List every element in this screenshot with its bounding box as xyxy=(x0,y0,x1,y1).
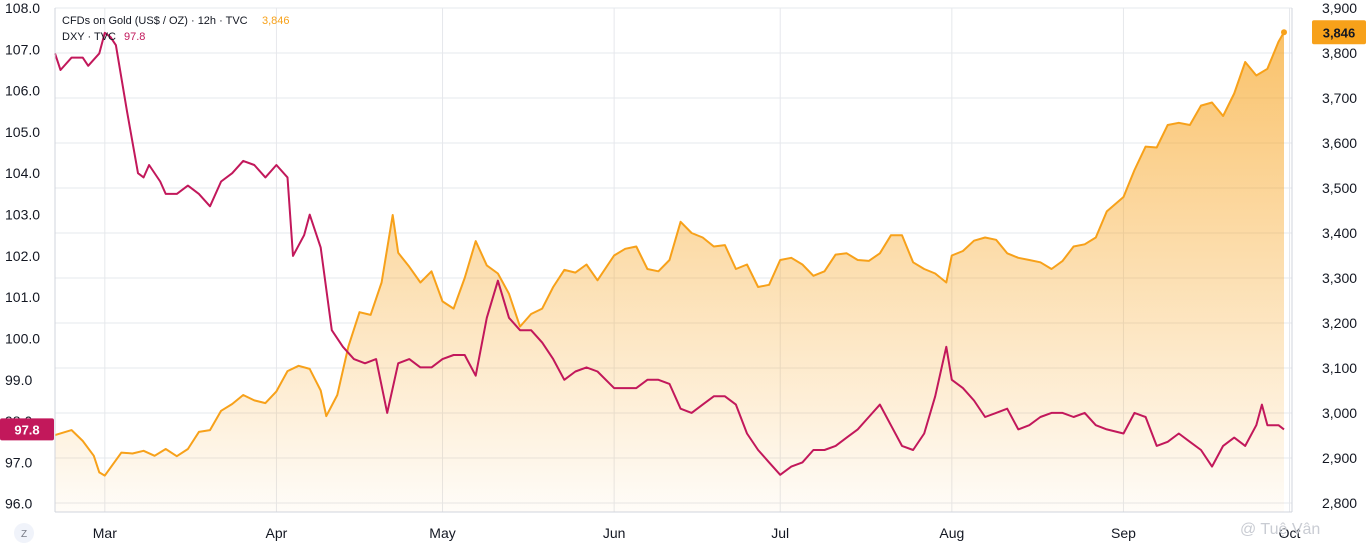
left-tick-label: 102.0 xyxy=(5,248,40,264)
left-tick-label: 103.0 xyxy=(5,207,40,223)
legend: CFDs on Gold (US$ / OZ) · 12h · TVC 3,84… xyxy=(62,15,290,43)
gold-series-line xyxy=(54,31,1285,477)
dxy-last-badge-text: 97.8 xyxy=(14,422,39,437)
gold-area-fill xyxy=(55,32,1284,513)
gold-last-badge-bg xyxy=(1312,20,1366,45)
left-tick-label: 96.0 xyxy=(5,496,32,512)
x-tick-label: May xyxy=(429,525,455,541)
left-tick-label: 108.0 xyxy=(5,0,40,16)
right-tick-label: 3,000 xyxy=(1322,405,1357,421)
corner-label: Z xyxy=(21,529,27,540)
right-tick-label: 3,300 xyxy=(1322,270,1357,286)
right-tick-label: 3,400 xyxy=(1322,225,1357,241)
x-tick-label: Mar xyxy=(93,525,117,541)
gold-last-badge-text: 3,846 xyxy=(1323,25,1356,40)
dxy-series-line xyxy=(54,31,1285,476)
x-tick-label: Jul xyxy=(771,525,789,541)
dxy-series xyxy=(54,31,1285,476)
watermark: @ Tuệ Vân xyxy=(1240,521,1320,538)
right-tick-label: 3,800 xyxy=(1322,45,1357,61)
left-tick-label: 99.0 xyxy=(5,372,32,388)
left-tick-label: 97.0 xyxy=(5,454,32,470)
legend-dxy-value: 97.8 xyxy=(124,31,145,43)
gold-last-point xyxy=(1281,29,1287,36)
x-tick-label: Apr xyxy=(266,525,288,541)
x-tick-label: Aug xyxy=(939,525,964,541)
corner-button[interactable]: Z xyxy=(14,523,34,543)
right-tick-label: 3,100 xyxy=(1322,360,1357,376)
gold-series xyxy=(54,29,1287,513)
left-tick-label: 100.0 xyxy=(5,330,40,346)
right-tick-label: 3,200 xyxy=(1322,315,1357,331)
price-badges: 97.8 3,846 xyxy=(0,20,1366,441)
left-tick-label: 101.0 xyxy=(5,289,40,305)
right-tick-label: 3,700 xyxy=(1322,90,1357,106)
left-tick-label: 104.0 xyxy=(5,165,40,181)
x-tick-label: Sep xyxy=(1111,525,1136,541)
right-tick-label: 3,900 xyxy=(1322,0,1357,16)
right-tick-label: 3,500 xyxy=(1322,180,1357,196)
x-tick-label: Jun xyxy=(603,525,626,541)
right-tick-label: 2,800 xyxy=(1322,495,1357,511)
left-tick-label: 107.0 xyxy=(5,41,40,57)
dxy-last-badge-bg xyxy=(0,418,54,441)
right-tick-label: 3,600 xyxy=(1322,135,1357,151)
x-tick-label: Oct xyxy=(1279,525,1301,541)
legend-gold-value: 3,846 xyxy=(262,15,290,27)
right-tick-label: 2,900 xyxy=(1322,450,1357,466)
left-tick-label: 106.0 xyxy=(5,83,40,99)
legend-gold-label: CFDs on Gold (US$ / OZ) · 12h · TVC xyxy=(62,15,248,27)
legend-dxy-label: DXY · TVC xyxy=(62,31,116,43)
left-tick-label: 105.0 xyxy=(5,124,40,140)
